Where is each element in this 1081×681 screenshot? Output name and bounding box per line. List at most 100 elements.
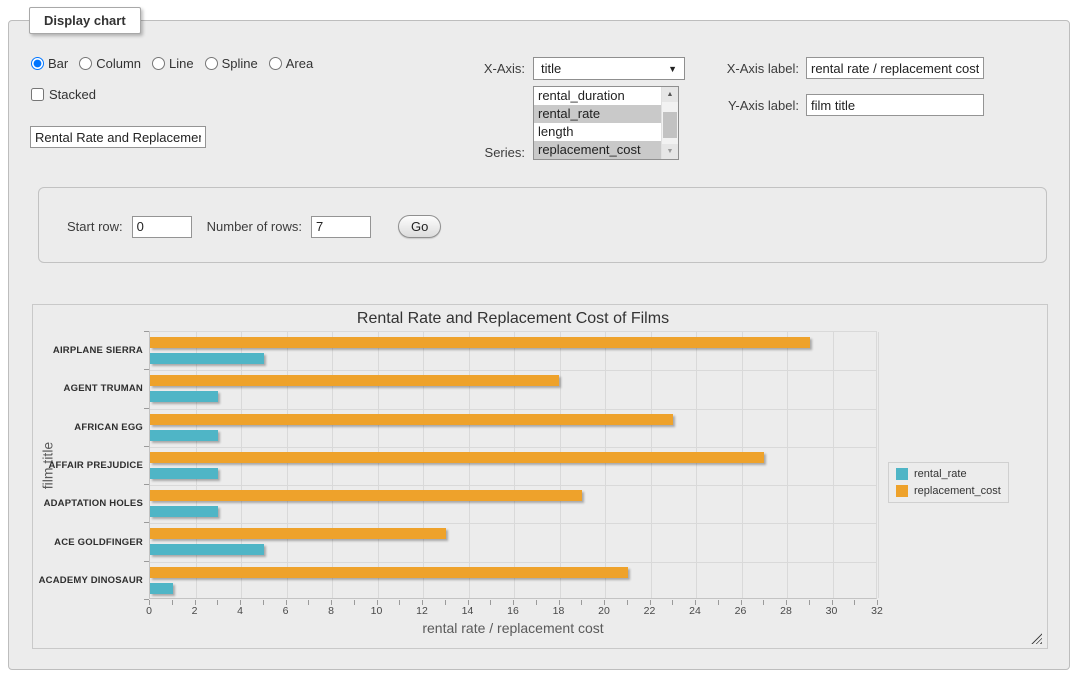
bar-rental_rate[interactable] <box>150 468 218 479</box>
start-row-input[interactable] <box>131 215 192 238</box>
x-axis-tick <box>695 600 696 605</box>
x-tick-label: 0 <box>146 605 152 617</box>
x-axis-tick <box>558 600 560 605</box>
gridline <box>150 409 876 410</box>
bar-replacement_cost[interactable] <box>150 528 446 539</box>
y-axis-tick <box>144 484 149 485</box>
x-tick-label: 8 <box>328 605 334 617</box>
series-option-length[interactable]: length <box>538 124 574 139</box>
category-label: AIRPLANE SIERRA <box>52 345 143 356</box>
legend-item-replacement_cost[interactable]: replacement_cost <box>896 485 1001 497</box>
bar-replacement_cost[interactable] <box>150 414 673 425</box>
y-axis-title-field-label: Y-Axis label: <box>727 98 799 113</box>
scroll-down-icon[interactable]: ▼ <box>662 144 678 159</box>
chart-type-option-bar[interactable]: Bar <box>31 56 68 71</box>
x-axis-tick <box>194 600 196 605</box>
bar-rental_rate[interactable] <box>150 506 218 517</box>
x-axis-tick <box>535 600 537 605</box>
bar-rental_rate[interactable] <box>150 544 264 555</box>
gridline <box>832 332 834 598</box>
gridline <box>696 332 697 598</box>
gridline <box>878 332 879 598</box>
series-option-rental_duration[interactable]: rental_duration <box>538 88 625 103</box>
scrollbar-thumb[interactable] <box>663 112 677 138</box>
gridline <box>150 523 876 524</box>
y-axis-tick <box>144 446 149 447</box>
category-label: ADAPTATION HOLES <box>43 498 143 509</box>
x-tick-label: 12 <box>416 605 428 617</box>
stacked-checkbox-row[interactable]: Stacked <box>31 87 96 102</box>
x-axis-tick <box>171 600 173 605</box>
category-label: AFRICAN EGG <box>74 422 143 433</box>
x-axis-tick <box>353 600 355 605</box>
x-axis-title-input[interactable] <box>806 57 984 79</box>
x-axis-tick <box>262 600 264 605</box>
gridline <box>741 332 743 598</box>
bar-replacement_cost[interactable] <box>150 567 628 578</box>
x-axis-selected-value: title <box>541 61 562 76</box>
x-axis-tick <box>513 600 514 605</box>
legend-item-rental_rate[interactable]: rental_rate <box>896 468 1001 480</box>
y-axis-title-input[interactable] <box>806 94 984 116</box>
chart-type-radio-label: Bar <box>48 56 69 71</box>
x-axis-field-label: X-Axis: <box>483 61 525 76</box>
x-axis-tick <box>649 600 651 605</box>
chart-container: Rental Rate and Replacement Cost of Film… <box>32 304 1048 649</box>
chart-type-option-area[interactable]: Area <box>268 56 314 71</box>
y-axis-tick <box>144 331 149 332</box>
chart-title: Rental Rate and Replacement Cost of Film… <box>356 310 670 327</box>
chart-type-radio-bar[interactable] <box>31 57 44 70</box>
bar-rental_rate[interactable] <box>150 430 218 441</box>
bar-replacement_cost[interactable] <box>150 337 810 348</box>
chart-type-option-line[interactable]: Line <box>152 56 194 71</box>
gridline <box>514 332 515 598</box>
series-option-rental_rate[interactable]: rental_rate <box>534 105 661 123</box>
chart-type-option-column[interactable]: Column <box>79 56 141 71</box>
x-tick-label: 10 <box>370 605 383 617</box>
chart-type-radio-label: Area <box>285 56 314 71</box>
series-field-label: Series: <box>484 145 525 160</box>
bar-rental_rate[interactable] <box>150 583 173 594</box>
chart-title-input[interactable] <box>30 126 206 148</box>
gridline <box>787 332 788 598</box>
category-label: AFFAIR PREJUDICE <box>48 460 143 471</box>
bar-replacement_cost[interactable] <box>150 452 764 463</box>
gridline <box>377 332 379 598</box>
chart-type-radio-spline[interactable] <box>204 57 218 70</box>
chart-type-radio-area[interactable] <box>268 57 282 70</box>
chart-type-radio-label: Line <box>169 56 194 71</box>
series-scrollbar[interactable]: ▲ ▼ <box>661 87 678 159</box>
go-button[interactable]: Go <box>398 215 442 238</box>
bar-replacement_cost[interactable] <box>150 490 582 501</box>
x-axis-tick <box>604 600 605 605</box>
category-label: ACADEMY DINOSAUR <box>38 575 143 586</box>
series-option-replacement_cost[interactable]: replacement_cost <box>534 141 661 159</box>
x-axis-tick <box>672 600 674 605</box>
bar-rental_rate[interactable] <box>150 353 264 364</box>
y-axis-tick <box>144 561 149 562</box>
x-axis-tick <box>399 600 401 605</box>
x-axis-tick <box>308 600 310 605</box>
chart-legend: rental_rate replacement_cost <box>888 462 1009 503</box>
gridline <box>423 332 424 598</box>
stacked-checkbox[interactable] <box>31 88 44 101</box>
chart-type-radio-line[interactable] <box>152 57 166 70</box>
x-tick-label: 20 <box>598 605 610 617</box>
chart-type-radio-column[interactable] <box>79 57 93 70</box>
series-listbox[interactable]: rental_duration rental_rate length replacem… <box>533 86 679 160</box>
legend-swatch-icon <box>896 485 908 497</box>
scroll-up-icon[interactable]: ▲ <box>662 87 678 102</box>
start-row-label: Start row: <box>67 219 123 234</box>
chart-type-option-spline[interactable]: Spline <box>204 56 258 71</box>
rows-panel: Start row: Number of rows: Go <box>38 187 1047 263</box>
num-rows-input[interactable] <box>311 215 371 238</box>
x-tick-label: 30 <box>825 605 838 617</box>
x-axis-select[interactable]: title ▼ <box>533 57 685 80</box>
resize-handle-icon[interactable] <box>1031 633 1042 644</box>
x-axis-tick <box>854 600 856 605</box>
bar-replacement_cost[interactable] <box>150 375 560 386</box>
bar-rental_rate[interactable] <box>150 391 218 402</box>
category-label: ACE GOLDFINGER <box>54 537 143 548</box>
gridline <box>468 332 470 598</box>
x-tick-label: 32 <box>871 605 883 617</box>
